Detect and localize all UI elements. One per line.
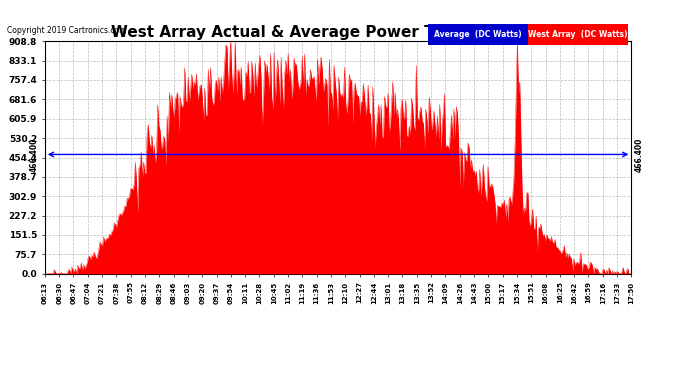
Text: West Array  (DC Watts): West Array (DC Watts) [528, 30, 628, 39]
Title: West Array Actual & Average Power Thu Mar 7 17:54: West Array Actual & Average Power Thu Ma… [111, 25, 565, 40]
Text: 466.400: 466.400 [634, 137, 643, 172]
Text: Average  (DC Watts): Average (DC Watts) [434, 30, 522, 39]
Text: Copyright 2019 Cartronics.com: Copyright 2019 Cartronics.com [7, 26, 126, 35]
Text: 466.400: 466.400 [30, 137, 39, 172]
